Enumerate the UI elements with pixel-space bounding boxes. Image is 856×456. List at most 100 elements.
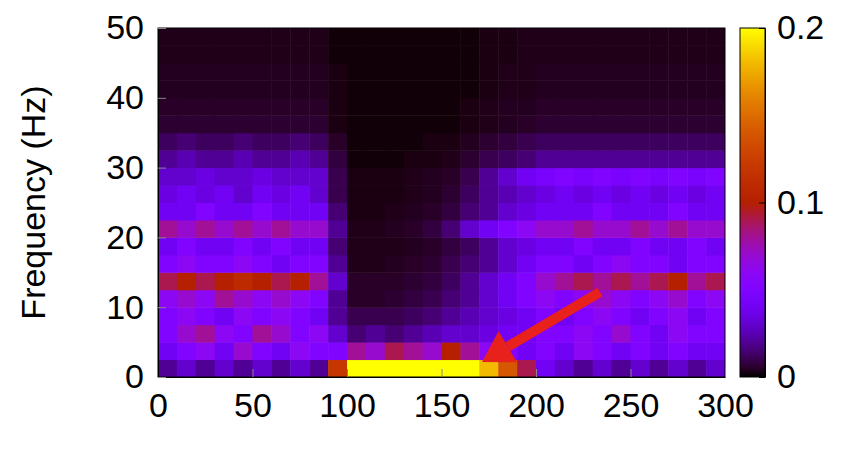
heatmap-cell (347, 168, 366, 186)
heatmap-cell (612, 133, 631, 151)
heatmap-cell (631, 133, 650, 151)
heatmap-cell (536, 98, 555, 116)
cells (158, 28, 725, 377)
heatmap-cell (536, 168, 555, 186)
heatmap-cell (234, 360, 253, 377)
heatmap-cell (271, 220, 290, 238)
heatmap-cell (498, 237, 517, 255)
heatmap-cell (460, 342, 479, 360)
heatmap-cell (555, 45, 574, 63)
tick-mark (536, 369, 537, 377)
heatmap-cell (612, 307, 631, 325)
heatmap-cell (423, 133, 442, 151)
heatmap-cell (423, 150, 442, 168)
heatmap-cell (479, 28, 498, 46)
heatmap-cell (385, 45, 404, 63)
heatmap-cell (253, 185, 272, 203)
heatmap-cell (687, 45, 706, 63)
heatmap-cell (234, 342, 253, 360)
heatmap-cell (687, 325, 706, 343)
background (0, 0, 856, 456)
heatmap-cell (215, 342, 234, 360)
heatmap-cell (479, 133, 498, 151)
heatmap-cell (347, 80, 366, 98)
tick-label: 40 (106, 78, 144, 116)
heatmap-cell (177, 342, 196, 360)
heatmap-cell (309, 237, 328, 255)
heatmap-cell (234, 80, 253, 98)
heatmap-cell (328, 237, 347, 255)
heatmap-cell (347, 360, 366, 377)
heatmap-cell (593, 237, 612, 255)
tick-mark (158, 377, 166, 378)
heatmap-cell (177, 272, 196, 290)
tick: 40 (106, 78, 166, 116)
heatmap-cell (253, 255, 272, 273)
heatmap-cell (555, 168, 574, 186)
heatmap-cell (706, 325, 725, 343)
heatmap-cell (366, 115, 385, 133)
heatmap-cell (631, 98, 650, 116)
tick-label: 0 (149, 386, 168, 424)
heatmap-cell (442, 150, 461, 168)
heatmap-cell (253, 115, 272, 133)
heatmap-cell (404, 45, 423, 63)
heatmap-cell (196, 133, 215, 151)
heatmap-cell (555, 185, 574, 203)
heatmap-cell (498, 360, 517, 377)
heatmap-cell (593, 255, 612, 273)
heatmap-cell (366, 255, 385, 273)
heatmap-cell (574, 115, 593, 133)
heatmap-cell (290, 360, 309, 377)
heatmap-cell (385, 220, 404, 238)
heatmap-cell (271, 150, 290, 168)
heatmap-cell (460, 168, 479, 186)
heatmap-cell (706, 168, 725, 186)
colorbar-axis: 00.10.2 (759, 8, 824, 395)
heatmap-cell (593, 203, 612, 221)
heatmap-cell (498, 220, 517, 238)
heatmap-cell (385, 360, 404, 377)
tick: 200 (508, 369, 565, 424)
heatmap-cell (460, 272, 479, 290)
heatmap-cell (366, 45, 385, 63)
heatmap-cell (366, 168, 385, 186)
heatmap-cell (253, 272, 272, 290)
heatmap-cell (517, 307, 536, 325)
heatmap-cell (366, 237, 385, 255)
heatmap-cell (517, 45, 536, 63)
heatmap-cell (158, 98, 177, 116)
heatmap-cell (385, 28, 404, 46)
heatmap-cell (706, 255, 725, 273)
heatmap-cell (687, 220, 706, 238)
heatmap-cell (290, 203, 309, 221)
heatmap-cell (442, 272, 461, 290)
tick-mark (347, 369, 348, 377)
heatmap-cell (423, 342, 442, 360)
heatmap-cell (442, 342, 461, 360)
heatmap-cell (460, 307, 479, 325)
heatmap-cell (649, 220, 668, 238)
heatmap-cell (612, 220, 631, 238)
heatmap-cell (158, 237, 177, 255)
heatmap-cell (366, 80, 385, 98)
heatmap-cell (290, 255, 309, 273)
heatmap-cell (158, 45, 177, 63)
heatmap-cell (593, 150, 612, 168)
heatmap-cell (290, 325, 309, 343)
heatmap-cell (347, 237, 366, 255)
heatmap-cell (517, 168, 536, 186)
heatmap-cell (234, 133, 253, 151)
heatmap-cell (404, 342, 423, 360)
heatmap-cell (536, 45, 555, 63)
heatmap-cell (593, 360, 612, 377)
heatmap-cell (593, 272, 612, 290)
heatmap-cell (555, 28, 574, 46)
heatmap-cell (706, 290, 725, 308)
heatmap-cell (687, 342, 706, 360)
heatmap-cell (290, 115, 309, 133)
heatmap-cell (706, 203, 725, 221)
heatmap-cell (309, 98, 328, 116)
tick: 0 (759, 357, 796, 395)
heatmap-cell (404, 203, 423, 221)
